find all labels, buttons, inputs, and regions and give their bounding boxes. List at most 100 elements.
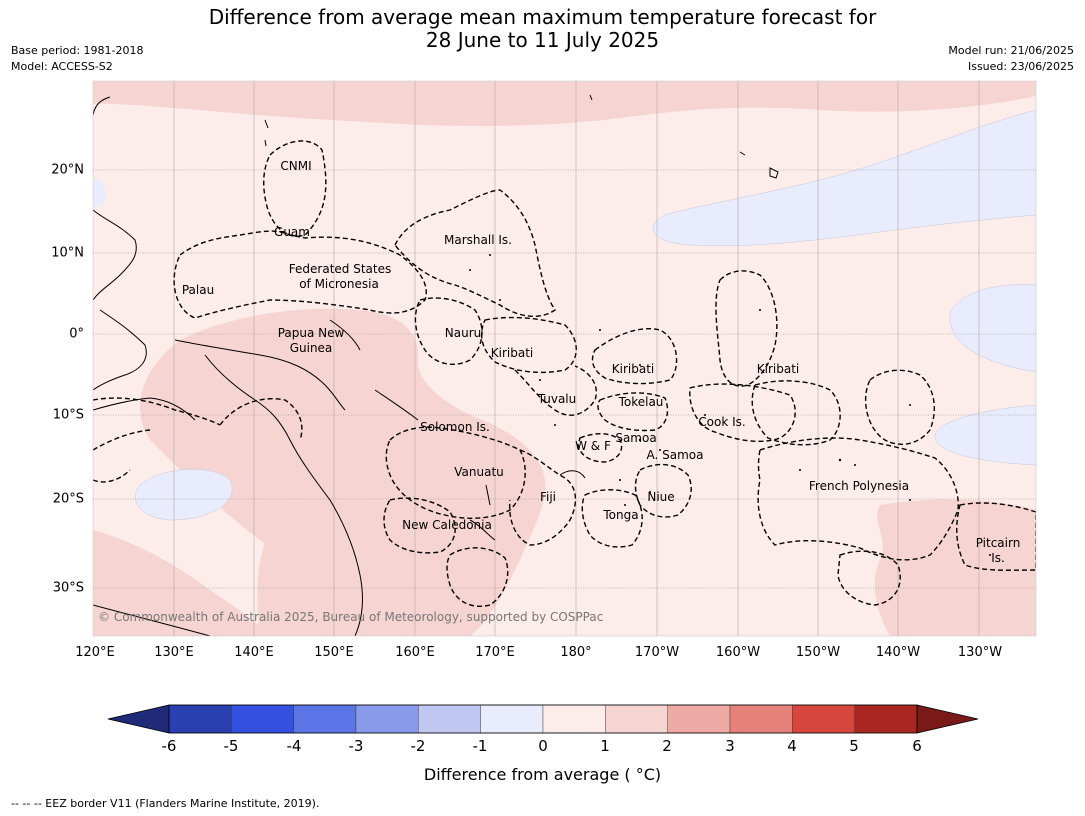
lat-label: 20°N <box>51 162 84 178</box>
region-label: of Micronesia <box>299 277 379 291</box>
colorbar-cell <box>293 704 357 734</box>
region-label: Solomon Is. <box>420 420 490 434</box>
colorbar-under-arrow <box>108 705 169 733</box>
colorbar-tick: -5 <box>223 737 239 755</box>
anomaly-cool-equator-east <box>949 284 1036 373</box>
colorbar-label: Difference from average ( °C) <box>423 765 662 784</box>
title-line-2: 28 June to 11 July 2025 <box>425 28 660 52</box>
colorbar-tick: 1 <box>600 737 610 755</box>
anomaly-cool-northeast <box>652 109 1036 247</box>
lon-label: 180° <box>560 645 592 660</box>
region-label: Tuvalu <box>537 392 577 406</box>
region-label: Niue <box>647 490 675 504</box>
lon-label: 150°E <box>314 645 354 660</box>
colorbar-tick: 4 <box>787 737 797 755</box>
region-label: A. Samoa <box>646 448 704 462</box>
anomaly-1-2-east-australia <box>257 513 388 636</box>
colorbar-tick: 5 <box>849 737 859 755</box>
region-label: Fiji <box>539 490 557 504</box>
meta-left: Base period: 1981-2018 Model: ACCESS-S2 <box>11 43 143 75</box>
region-label: New Caledonia <box>402 518 492 532</box>
eez-legend-note: -- -- -- EEZ border V11 (Flanders Marine… <box>11 797 320 810</box>
anomaly-1-2-southwest <box>93 530 270 636</box>
region-label: Samoa <box>615 431 657 445</box>
anomaly-1-2-southeast <box>874 499 1036 636</box>
colorbar-cell <box>542 704 606 734</box>
lon-label: 130°E <box>154 645 194 660</box>
colorbar-tick: -3 <box>348 737 364 755</box>
region-label: Cook Is. <box>698 415 746 429</box>
colorbar-tick: -4 <box>286 737 302 755</box>
map-title: Difference from average mean maximum tem… <box>0 6 1085 52</box>
colorbar-cell <box>667 704 731 734</box>
lat-label: 10°S <box>52 407 84 423</box>
region-label: Federated States <box>288 262 392 276</box>
colorbar-cell <box>854 704 918 734</box>
coastlines <box>93 94 779 636</box>
region-label: Kiribati <box>756 362 800 376</box>
region-label: CNMI <box>280 159 312 173</box>
lon-label: 170°W <box>634 645 680 660</box>
lat-label: 20°S <box>52 491 84 507</box>
colorbar-tick: 0 <box>538 737 548 755</box>
region-label: Pitcairn <box>975 536 1021 550</box>
colorbar-cell <box>729 704 793 734</box>
colorbar-tick: -1 <box>472 737 488 755</box>
region-label: Kiribati <box>490 346 534 360</box>
model-name: Model: ACCESS-S2 <box>11 60 113 73</box>
colorbar-tick: -2 <box>410 737 426 755</box>
region-label: Is. <box>991 551 1005 565</box>
copyright-notice: © Commonwealth of Australia 2025, Bureau… <box>98 610 604 624</box>
lon-label: 140°E <box>234 645 274 660</box>
colorbar-tick: 3 <box>725 737 735 755</box>
region-label: Tokelau <box>618 395 664 409</box>
meridian-grid <box>173 81 980 636</box>
lon-label: 160°W <box>715 645 761 660</box>
lon-label: 170°E <box>475 645 515 660</box>
islands <box>469 254 991 556</box>
title-line-1: Difference from average mean maximum tem… <box>208 5 877 29</box>
colorbar-tick: -6 <box>161 737 177 755</box>
region-label: Nauru <box>444 326 482 340</box>
colorbar <box>107 704 979 734</box>
issued-date: Issued: 23/06/2025 <box>967 60 1074 73</box>
region-label: Guam <box>274 225 310 239</box>
base-period: Base period: 1981-2018 <box>11 44 144 57</box>
colorbar-cell <box>480 704 544 734</box>
region-label: Tonga <box>603 508 639 522</box>
lat-label: 30°S <box>52 580 84 596</box>
anomaly-1-2-north <box>93 81 1036 126</box>
region-label: Kiribati <box>611 362 655 376</box>
colorbar-cell <box>605 704 668 734</box>
colorbar-cell <box>231 704 294 734</box>
parallel-grid <box>93 169 1036 589</box>
lat-label: 0° <box>69 326 84 342</box>
colorbar-cell <box>168 704 232 734</box>
anomaly-cool-southeast <box>934 404 1036 466</box>
lat-label: 10°N <box>51 245 84 261</box>
colorbar-tick: 2 <box>662 737 672 755</box>
region-label: Papua New <box>277 326 345 340</box>
colorbar-cell <box>418 704 481 734</box>
colorbar-cell <box>792 704 855 734</box>
region-label: Guinea <box>289 341 333 355</box>
meta-right: Model run: 21/06/2025 Issued: 23/06/2025 <box>948 43 1074 75</box>
region-label: Marshall Is. <box>444 233 512 247</box>
lon-label: 140°W <box>875 645 921 660</box>
anomaly-cool-philippines <box>93 178 106 208</box>
region-label: Palau <box>181 283 215 297</box>
colorbar-cell <box>355 704 419 734</box>
lon-label: 120°E <box>75 645 115 660</box>
colorbar-tick: 6 <box>912 737 922 755</box>
region-label: Vanuatu <box>454 465 504 479</box>
anomaly-cool-australia <box>135 469 233 521</box>
eez-borders <box>93 140 1036 607</box>
lon-label: 160°E <box>395 645 435 660</box>
lon-label: 130°W <box>957 645 1003 660</box>
region-label: French Polynesia <box>808 479 910 493</box>
region-label: W & F <box>575 439 611 453</box>
model-run: Model run: 21/06/2025 <box>948 44 1074 57</box>
colorbar-over-arrow <box>917 705 978 733</box>
lon-label: 150°W <box>795 645 841 660</box>
